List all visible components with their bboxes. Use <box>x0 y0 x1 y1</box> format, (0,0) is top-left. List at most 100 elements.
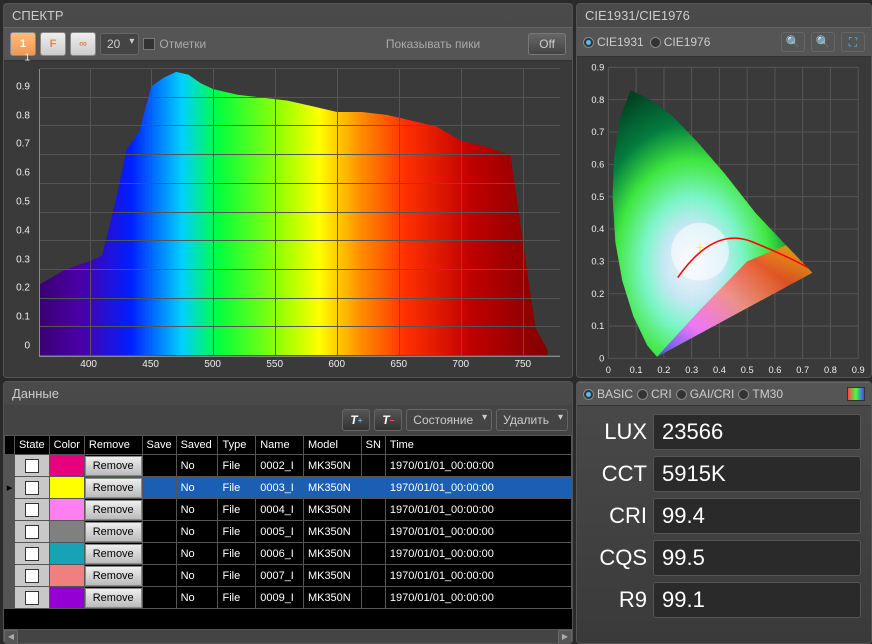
table-row[interactable]: RemoveNoFile0004_IMK350N1970/01/01_00:00… <box>5 499 572 521</box>
spectrum-toolbar: 1 F ∞ 20 Отметки Показывать пики Off <box>4 27 572 61</box>
marks-checkbox-wrap[interactable]: Отметки <box>143 37 206 51</box>
col-header[interactable]: Save <box>142 436 176 455</box>
scroll-left-icon[interactable]: ◀ <box>4 630 18 644</box>
y-tick: 0.6 <box>16 168 30 179</box>
col-header[interactable]: SN <box>361 436 385 455</box>
table-row[interactable]: RemoveNoFile0009_IMK350N1970/01/01_00:00… <box>5 587 572 609</box>
col-header[interactable]: Name <box>256 436 304 455</box>
cie-panel: CIE1931/CIE1976 CIE1931 CIE1976 🔍 🔍 ⛶ 0 0… <box>576 3 872 378</box>
remove-button[interactable]: Remove <box>85 522 142 542</box>
text-minus-button[interactable]: T− <box>374 409 402 431</box>
col-header[interactable]: State <box>14 436 49 455</box>
metrics-panel: BASICCRIGAI/CRITM30 LUX23566CCT5915KCRI9… <box>576 381 872 644</box>
table-row[interactable]: ▸RemoveNoFile0003_IMK350N1970/01/01_00:0… <box>5 477 572 499</box>
cie1931-radio[interactable]: CIE1931 <box>583 35 644 49</box>
cell-type: File <box>218 523 255 541</box>
tab-cri[interactable]: CRI <box>637 387 672 401</box>
state-checkbox[interactable] <box>25 591 39 605</box>
metric-value: 5915K <box>653 456 861 492</box>
remove-button[interactable]: Remove <box>85 500 142 520</box>
fullscreen-icon[interactable]: ⛶ <box>841 32 865 52</box>
state-checkbox[interactable] <box>25 525 39 539</box>
zoom-out-icon[interactable]: 🔍 <box>811 32 835 52</box>
cell-sn <box>362 595 385 601</box>
show-peaks-label: Показывать пики <box>386 37 480 51</box>
cell-type: File <box>218 479 255 497</box>
scroll-right-icon[interactable]: ▶ <box>558 630 572 644</box>
svg-text:0.2: 0.2 <box>657 365 670 375</box>
text-plus-button[interactable]: T+ <box>342 409 370 431</box>
svg-text:0.3: 0.3 <box>685 365 698 375</box>
marks-checkbox[interactable] <box>143 38 155 50</box>
state-checkbox[interactable] <box>25 459 39 473</box>
spectrum-count-dropdown[interactable]: 20 <box>100 33 139 55</box>
delete-dropdown[interactable]: Удалить <box>496 409 568 431</box>
table-row[interactable]: RemoveNoFile0007_IMK350N1970/01/01_00:00… <box>5 565 572 587</box>
remove-button[interactable]: Remove <box>85 478 142 498</box>
cell-name: 0002_I <box>256 457 303 475</box>
tab-gai-cri[interactable]: GAI/CRI <box>676 387 735 401</box>
cie1976-radio[interactable]: CIE1976 <box>650 35 711 49</box>
color-swatch <box>50 455 84 476</box>
state-checkbox[interactable] <box>25 481 39 495</box>
cell-name: 0007_I <box>256 567 303 585</box>
palette-icon[interactable] <box>847 387 865 401</box>
svg-text:0.2: 0.2 <box>591 289 604 299</box>
spectrum-btn-inf[interactable]: ∞ <box>70 32 96 56</box>
svg-text:0.9: 0.9 <box>591 62 604 72</box>
cell-name: 0003_I <box>256 479 303 497</box>
remove-button[interactable]: Remove <box>85 588 142 608</box>
tab-label: GAI/CRI <box>690 387 735 401</box>
table-row[interactable]: RemoveNoFile0006_IMK350N1970/01/01_00:00… <box>5 543 572 565</box>
data-table: StateColorRemoveSaveSavedTypeNameModelSN… <box>4 435 572 609</box>
state-checkbox[interactable] <box>25 503 39 517</box>
col-header[interactable]: Model <box>303 436 361 455</box>
svg-text:0: 0 <box>599 354 604 364</box>
spectrum-title: СПЕКТР <box>4 4 572 27</box>
color-swatch <box>50 477 84 498</box>
svg-text:0.7: 0.7 <box>796 365 809 375</box>
table-row[interactable]: RemoveNoFile0005_IMK350N1970/01/01_00:00… <box>5 521 572 543</box>
cell-saved: No <box>177 457 218 475</box>
state-checkbox[interactable] <box>25 547 39 561</box>
cell-model: MK350N <box>304 479 361 497</box>
col-header[interactable]: Time <box>385 436 571 455</box>
svg-text:0.9: 0.9 <box>852 365 865 375</box>
state-checkbox[interactable] <box>25 569 39 583</box>
remove-button[interactable]: Remove <box>85 544 142 564</box>
peaks-off-button[interactable]: Off <box>528 33 566 55</box>
tab-tm30[interactable]: TM30 <box>738 387 783 401</box>
tab-label: TM30 <box>752 387 783 401</box>
radio-icon <box>650 37 661 48</box>
spectrum-btn-f[interactable]: F <box>40 32 66 56</box>
state-dropdown[interactable]: Состояние <box>406 409 492 431</box>
cell-name: 0004_I <box>256 501 303 519</box>
marks-label: Отметки <box>159 37 206 51</box>
x-tick: 400 <box>80 359 97 370</box>
zoom-in-icon[interactable]: 🔍 <box>781 32 805 52</box>
remove-button[interactable]: Remove <box>85 566 142 586</box>
remove-button[interactable]: Remove <box>85 456 142 476</box>
cell-time: 1970/01/01_00:00:00 <box>386 479 571 497</box>
col-header[interactable]: Type <box>218 436 256 455</box>
table-row[interactable]: RemoveNoFile0002_IMK350N1970/01/01_00:00… <box>5 455 572 477</box>
cell-model: MK350N <box>304 545 361 563</box>
cie-title: CIE1931/CIE1976 <box>577 4 871 27</box>
col-header[interactable]: Remove <box>84 436 142 455</box>
radio-icon <box>738 389 749 400</box>
cell-type: File <box>218 567 255 585</box>
cell-model: MK350N <box>304 589 361 607</box>
svg-text:0.8: 0.8 <box>824 365 837 375</box>
col-header[interactable]: Saved <box>176 436 218 455</box>
svg-text:0.4: 0.4 <box>591 224 604 234</box>
cell-sn <box>362 485 385 491</box>
color-swatch <box>50 543 84 564</box>
spectrum-btn-1[interactable]: 1 <box>10 32 36 56</box>
cell-type: File <box>218 545 255 563</box>
spectrum-panel: СПЕКТР 1 F ∞ 20 Отметки Показывать пики … <box>3 3 573 378</box>
data-toolbar: T+ T− Состояние Удалить <box>4 405 572 435</box>
horizontal-scrollbar[interactable]: ◀ ▶ <box>4 629 572 643</box>
col-header[interactable]: Color <box>49 436 84 455</box>
tab-basic[interactable]: BASIC <box>583 387 633 401</box>
cell-time: 1970/01/01_00:00:00 <box>386 457 571 475</box>
